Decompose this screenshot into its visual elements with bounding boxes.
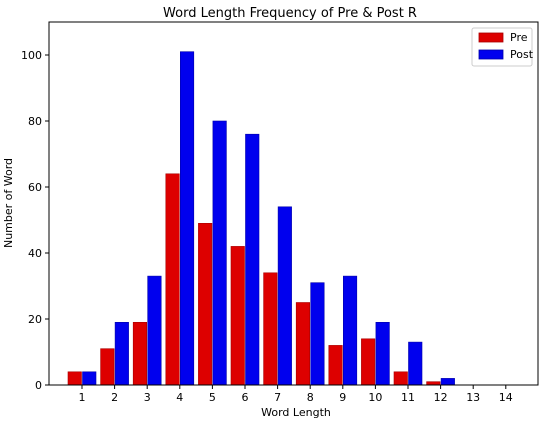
bar-pre-1 [67,371,82,386]
x-tick-label-4: 4 [176,391,183,404]
x-axis-label: Word Length [261,406,331,419]
y-tick-label-80: 80 [28,115,42,128]
x-tick-label-13: 13 [466,391,480,404]
x-tick-label-7: 7 [274,391,281,404]
x-tick-label-2: 2 [111,391,118,404]
bar-pre-10 [361,338,376,386]
bar-pre-7 [263,272,278,386]
y-axis: 0 20 40 60 80 100 [21,49,49,392]
y-tick-label-60: 60 [28,181,42,194]
x-tick-label-3: 3 [144,391,151,404]
bar-pre-3 [132,321,147,386]
legend-label-post: Post [510,48,534,61]
legend-swatch-post [478,49,504,60]
bar-post-7 [277,206,292,386]
bar-post-3 [147,275,162,386]
plot-frame [48,21,539,386]
x-tick-label-8: 8 [307,391,314,404]
bar-post-8 [310,282,325,386]
y-tick-label-20: 20 [28,313,42,326]
chart-title: Word Length Frequency of Pre & Post R [163,6,417,21]
y-axis-label: Number of Word [2,158,15,248]
legend-label-pre: Pre [510,31,528,44]
bar-post-11 [408,341,423,386]
x-axis: 1 2 3 4 5 6 7 8 9 10 11 12 13 14 [79,385,513,404]
bar-pre-6 [230,246,245,386]
x-tick-label-9: 9 [339,391,346,404]
x-tick-label-14: 14 [499,391,513,404]
bar-pre-11 [393,371,408,386]
bar-post-5 [212,120,227,386]
x-tick-label-10: 10 [368,391,382,404]
bar-pre-5 [198,223,213,386]
legend-swatch-pre [478,32,504,43]
bar-post-6 [245,133,260,386]
bar-pre-9 [328,345,343,386]
x-tick-label-11: 11 [401,391,415,404]
bar-pre-2 [100,348,115,386]
bar-post-4 [180,51,195,386]
bar-post-10 [375,321,390,386]
y-tick-label-100: 100 [21,49,42,62]
x-tick-label-1: 1 [79,391,86,404]
y-tick-label-40: 40 [28,247,42,260]
y-tick-label-0: 0 [35,379,42,392]
bar-post-9 [342,275,358,386]
x-tick-label-12: 12 [434,391,448,404]
bar-pre-4 [165,173,180,386]
bar-post-1 [82,371,97,386]
x-tick-label-5: 5 [209,391,216,404]
bar-post-12 [440,378,455,386]
bar-post-2 [114,321,129,386]
bar-pre-8 [295,302,311,386]
x-tick-label-6: 6 [242,391,249,404]
legend: Pre Post [471,27,534,67]
